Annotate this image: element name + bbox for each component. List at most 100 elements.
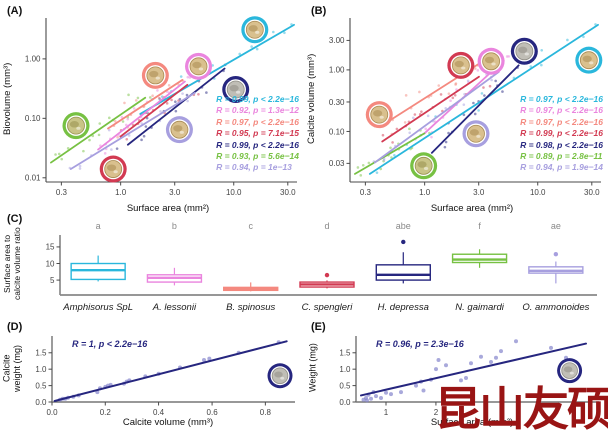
species-photo-badge [447,51,475,79]
panel-d-x-axis-label: Calcite volume (mm³) [122,417,214,428]
panel-a-legend: R = 0.99, p < 2.2e−16 R = 0.92, p = 1.3e−… [216,94,299,174]
regression-lines [354,23,599,175]
species-photo-badge [241,16,269,44]
regression-lines [50,23,295,170]
species-photo-badge [267,363,293,389]
axes: 0.3 1.0 3.0 10.0 30.0 0.03 0.10 0.30 1.00 3.00 [329,18,601,197]
regression-line [360,342,587,397]
panel-b-legend: R = 0.97, p < 2.2e−16 R = 0.97, p < 2.2e−… [520,94,603,174]
svg-text:3.00: 3.00 [329,36,345,45]
svg-text:0.3: 0.3 [360,188,372,197]
panel-b-y-axis-label: Calcite volume (mm³) [306,53,318,145]
svg-text:0.3: 0.3 [56,188,68,197]
svg-text:1.0: 1.0 [35,365,47,374]
svg-text:15: 15 [46,243,55,252]
svg-text:1.0: 1.0 [339,365,351,374]
legend-entry: R = 0.94, p = 1e−13 [216,162,292,173]
panel-a-plot: 0.3 1.0 3.0 10.0 30.0 0.01 0.10 1.00 [25,16,297,197]
significance-letter: ae [551,221,561,231]
species-photo-badge [477,47,505,75]
species-photo-badge [165,116,193,144]
boxplot-b-spinosus: c B. spinosus [223,221,279,313]
legend-entry: R = 0.99, p < 2.2e−16 [216,94,299,104]
panel-d-calcite-weight-vs-calcite-volume: (D) Calcite weight (mg) 0.0 0.2 0.4 0.6 0.8 0.… [0,318,304,430]
svg-text:1.5: 1.5 [35,349,47,358]
svg-text:1.00: 1.00 [25,55,41,64]
panel-d-correlation-annotation: R = 1, p < 2.2e−16 [72,339,148,349]
species-photo-badge [141,61,169,89]
svg-text:1.00: 1.00 [329,66,345,75]
legend-entry: R = 0.95, p = 7.1e−15 [216,128,299,139]
svg-text:1.0: 1.0 [419,188,431,197]
axes: 1 2 3 0.0 0.5 1.0 1.5 [339,336,599,417]
svg-text:1.0: 1.0 [115,188,127,197]
panel-c-label: (C) [7,213,23,225]
svg-text:0.0: 0.0 [46,408,58,417]
svg-text:3.0: 3.0 [473,188,485,197]
svg-text:30.0: 30.0 [584,188,600,197]
svg-text:0.5: 0.5 [339,381,351,390]
species-name: H. depressa [378,302,429,313]
panel-e-weight-vs-surface-area: (E) Weight (mg) 1 2 3 0.0 0.5 1.0 1.5 R = 0.96… [304,318,608,430]
axes: 0.3 1.0 3.0 10.0 30.0 0.01 0.10 1.00 [25,18,297,197]
svg-text:0.8: 0.8 [260,408,272,417]
legend-entry: R = 0.99, p < 2.2e−16 [520,128,603,139]
legend-entry: R = 0.97, p < 2.2e−16 [520,116,603,127]
boxplot-c-spengleri: d C. spengleri [299,221,355,313]
svg-text:10.0: 10.0 [226,188,242,197]
significance-letter: c [248,221,253,231]
panel-c-y-axis-label: Surface area to calcite volume ratio [2,227,22,301]
svg-text:1: 1 [384,408,389,417]
svg-text:1.5: 1.5 [339,349,351,358]
panel-b-x-axis-label: Surface area (mm²) [430,203,514,214]
svg-text:0.10: 0.10 [25,114,41,123]
svg-text:0.01: 0.01 [25,174,41,183]
legend-entry: R = 0.99, p < 2.2e−16 [216,139,299,150]
panel-a-x-axis-label: Surface area (mm²) [126,203,210,214]
svg-text:0.2: 0.2 [100,408,112,417]
species-photo-badge [99,155,127,183]
species-name: B. spinosus [226,302,275,313]
legend-entry: R = 0.98, p < 2.2e−16 [520,139,603,150]
axes: 5 10 15 [46,235,597,296]
species-photo-badge [575,46,603,74]
panel-c-plot: 5 10 15 a Amphisorus SpL b A. lessonii c B. spin… [46,221,597,313]
legend-entry: R = 0.97, p < 2.2e−16 [216,116,299,127]
scatter-points [361,339,568,403]
boxplot-a-lessonii: b A. lessonii [146,221,203,313]
legend-entry: R = 0.97, p < 2.2e−16 [520,94,603,104]
species-photo-badge [557,358,583,384]
species-photo-badge [62,112,90,140]
svg-text:10.0: 10.0 [530,188,546,197]
svg-text:2: 2 [434,408,439,417]
species-name: N. gaimardi [455,302,504,313]
watermark-text: 昆山友硕 [435,383,608,430]
regression-line [53,340,288,403]
legend-entry: R = 0.93, p = 5.6e−14 [216,151,299,162]
panel-d-plot: 0.0 0.2 0.4 0.6 0.8 0.0 0.5 1.0 1.5 [35,336,295,417]
boxplot-o-ammonoides: ae O. ammonoides [522,221,589,313]
panel-d-label: (D) [7,321,23,333]
boxplot-n-gaimardi: f N. gaimardi [451,221,508,313]
legend-entry: R = 0.97, p < 2.2e−16 [520,105,603,116]
svg-text:0.30: 0.30 [329,98,345,107]
species-photo-badge [365,101,393,129]
svg-text:5: 5 [50,276,55,285]
significance-letter: d [324,221,329,231]
panel-a-biovolume-vs-surface-area: (A) Biovolume (mm³) 0.3 1.0 3.0 10.0 30.0 0.0… [0,0,304,215]
svg-text:0.03: 0.03 [329,159,345,168]
panel-b-label: (B) [311,5,327,17]
significance-letter: abe [396,221,411,231]
boxplot-amphisorus-spl: a Amphisorus SpL [62,221,133,313]
svg-text:0.0: 0.0 [339,398,351,407]
svg-text:3.0: 3.0 [169,188,181,197]
species-photo-badge [462,120,490,148]
panel-b-plot: 0.3 1.0 3.0 10.0 30.0 0.03 0.10 0.30 1.00 3.00 [329,18,603,197]
svg-text:10: 10 [46,259,55,268]
panel-e-plot: 1 2 3 0.0 0.5 1.0 1.5 [339,336,599,417]
panel-e-correlation-annotation: R = 0.96, p = 2.3e−16 [376,339,464,349]
species-photo-badge [222,75,250,103]
species-photo-badge [410,152,438,180]
svg-text:30.0: 30.0 [280,188,296,197]
